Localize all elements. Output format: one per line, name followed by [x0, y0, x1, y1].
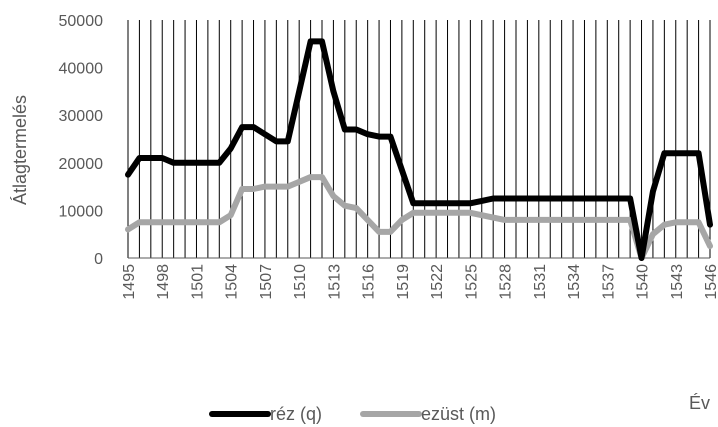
series-layer [125, 38, 713, 261]
x-tick-label: 1510 [292, 264, 309, 300]
x-tick-label: 1507 [258, 264, 275, 300]
x-axis-ticks: 1495 1498 1501 1504 1507 1510 1513 1516 1519 1522… [121, 264, 718, 300]
y-tick-label: 10000 [59, 203, 104, 220]
x-tick-label: 1513 [326, 264, 343, 300]
y-tick-label: 50000 [59, 13, 104, 30]
y-axis-title: Átlagtermelés [10, 95, 30, 205]
x-tick-label: 1504 [224, 264, 241, 300]
legend-label: ezüst (m) [421, 404, 496, 424]
x-tick-label: 1534 [566, 264, 583, 300]
y-tick-label: 0 [94, 251, 103, 268]
x-tick-label: 1516 [361, 264, 378, 300]
x-tick-label: 1540 [635, 264, 652, 300]
x-tick-label: 1522 [429, 264, 446, 300]
y-axis-ticks: 0 10000 20000 30000 40000 50000 [59, 13, 104, 268]
y-tick-label: 30000 [59, 108, 104, 125]
x-tick-label: 1495 [121, 264, 138, 300]
x-axis-title: Év [689, 393, 710, 413]
y-tick-label: 40000 [59, 61, 104, 78]
legend-label: réz (q) [270, 404, 322, 424]
x-tick-label: 1519 [395, 264, 412, 300]
series-line-ez-st-m [125, 174, 713, 261]
series-line-r-z-q [125, 38, 713, 261]
x-tick-label: 1498 [155, 264, 172, 300]
x-tick-label: 1531 [532, 264, 549, 300]
legend: réz (q) ezüst (m) [209, 404, 496, 424]
x-tick-label: 1546 [703, 264, 718, 300]
x-tick-label: 1525 [463, 264, 480, 300]
y-tick-label: 20000 [59, 156, 104, 173]
x-tick-label: 1543 [669, 264, 686, 300]
x-tick-label: 1501 [189, 264, 206, 300]
x-tick-label: 1528 [498, 264, 515, 300]
x-tick-label: 1537 [600, 264, 617, 300]
